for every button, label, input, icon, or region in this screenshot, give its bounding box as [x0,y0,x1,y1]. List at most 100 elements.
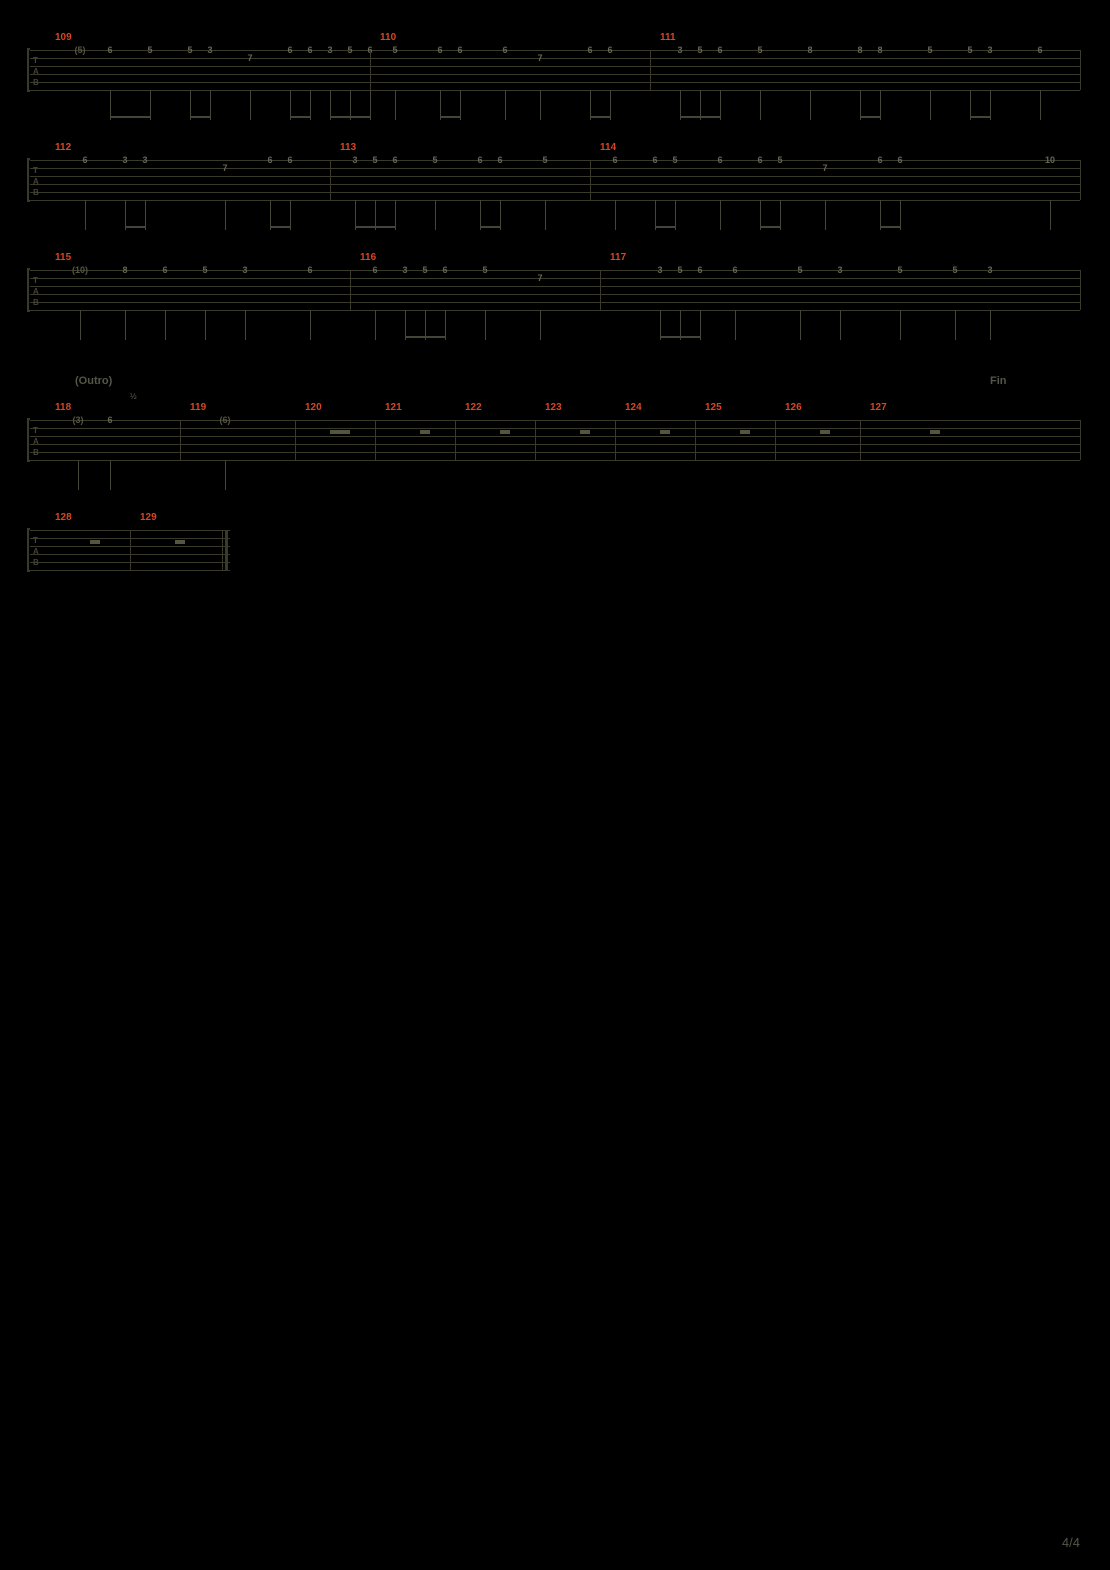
fret-number: 7 [222,163,227,173]
staff-line [30,420,1080,421]
bar-number: 125 [705,402,722,413]
fret-number: 6 [717,45,722,55]
fret-number: 5 [202,265,207,275]
note-beam [970,116,991,118]
bar-number: 116 [360,252,376,263]
fret-number: 5 [542,155,547,165]
fret-number: 6 [1037,45,1042,55]
note-beam [590,116,611,118]
tab-clef-letter: T [33,426,38,435]
fret-number: 3 [402,265,407,275]
note-beam [330,116,371,118]
note-beam [655,226,676,228]
fret-number: 5 [482,265,487,275]
tab-system: TAB115(10)86536116635657117356653553 [30,270,1080,310]
staff-line [30,74,1080,75]
rest [420,430,430,434]
fret-number: 5 [967,45,972,55]
tab-staff: TAB115(10)86536116635657117356653553 [30,270,1080,310]
staff-line [30,294,1080,295]
fret-number: 3 [987,45,992,55]
note-stem [1040,90,1041,120]
note-stem [735,310,736,340]
fret-number: 6 [287,155,292,165]
staff-line [30,452,1080,453]
note-stem [485,310,486,340]
note-beam [760,226,781,228]
staff-line [30,82,1080,83]
fret-number: 5 [757,45,762,55]
bar-number: 126 [785,402,802,413]
rest [580,430,590,434]
fret-number: 5 [927,45,932,55]
fret-number: 3 [122,155,127,165]
bar-number: 114 [600,142,616,153]
fin-label: Fin [990,375,1007,387]
note-stem [840,310,841,340]
fret-number: 5 [432,155,437,165]
fret-number: 8 [807,45,812,55]
note-stem [435,200,436,230]
staff-line [30,270,1080,271]
tab-clef-letter: A [33,177,39,186]
barline [375,420,376,460]
rest [740,430,750,434]
fret-number: 7 [537,53,542,63]
tab-staff: TAB128129 [30,530,230,570]
note-stem [900,310,901,340]
fret-number: 6 [82,155,87,165]
barline [860,420,861,460]
bend-label: ½ [130,392,137,401]
bar-number: 128 [55,512,72,523]
fret-number: 6 [307,45,312,55]
fret-number: 6 [732,265,737,275]
fret-number: 6 [757,155,762,165]
fret-number: 6 [107,415,112,425]
fret-number: 5 [347,45,352,55]
note-stem [245,310,246,340]
bar-number: 118 [55,402,71,413]
note-stem [505,90,506,120]
fret-number: 6 [162,265,167,275]
bar-number: 123 [545,402,562,413]
fret-number: (10) [72,265,88,275]
fret-number: (6) [220,415,231,425]
staff-line [30,570,230,571]
note-stem [615,200,616,230]
tab-clef-letter: B [33,448,39,457]
fret-number: 6 [502,45,507,55]
barline [180,420,181,460]
staff-line [30,160,1080,161]
note-stem [125,310,126,340]
staff-line [30,444,1080,445]
note-stem [810,90,811,120]
note-stem [760,90,761,120]
fret-number: 8 [122,265,127,275]
rest [340,430,350,434]
bar-number: 127 [870,402,887,413]
fret-number: 6 [587,45,592,55]
note-beam [440,116,461,118]
staff-line [30,200,1080,201]
fret-number: 8 [877,45,882,55]
staff-line [30,168,1080,169]
tab-clef-letter: A [33,287,39,296]
fret-number: 5 [897,265,902,275]
fret-number: 6 [897,155,902,165]
tab-clef-letter: B [33,558,39,567]
fret-number: 6 [442,265,447,275]
barline [130,530,131,570]
note-stem [825,200,826,230]
note-beam [290,116,311,118]
note-stem [80,310,81,340]
fret-number: 6 [267,155,272,165]
fret-number: 3 [207,45,212,55]
staff-line [30,192,1080,193]
tab-clef-letter: B [33,78,39,87]
fret-number: 6 [717,155,722,165]
fret-number: 3 [352,155,357,165]
fret-number: 3 [677,45,682,55]
bar-number: 111 [660,32,676,43]
rest [820,430,830,434]
barline [775,420,776,460]
